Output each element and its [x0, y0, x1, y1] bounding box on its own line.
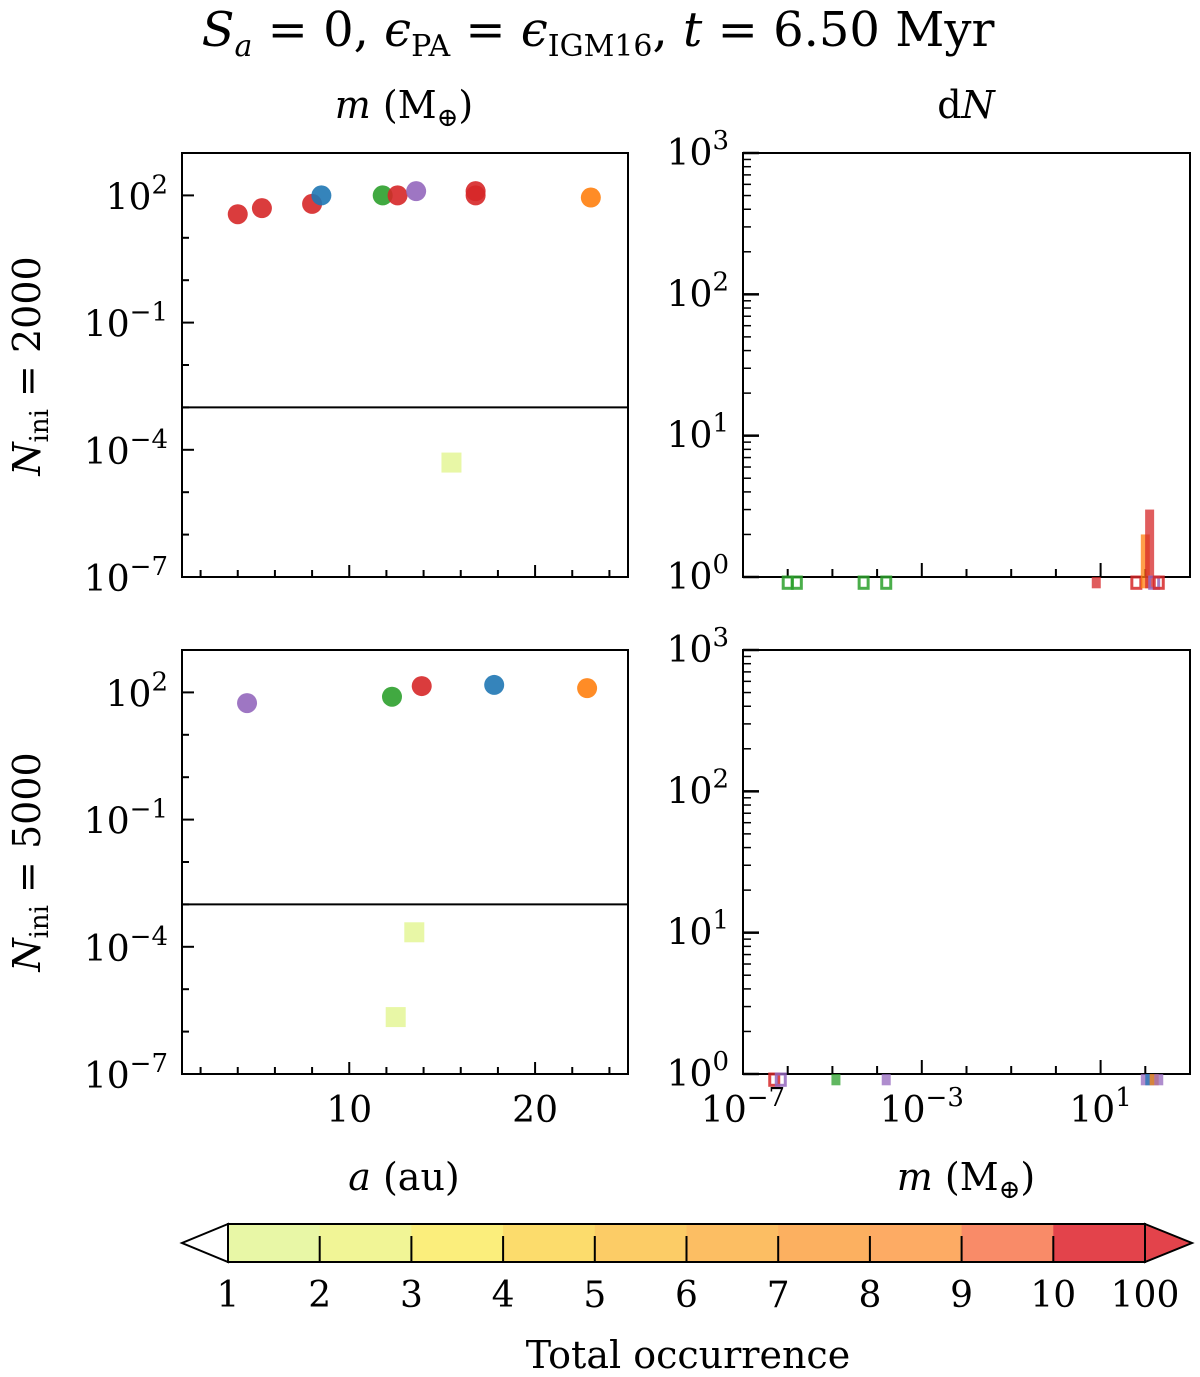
y-tick-label: 10−1: [84, 298, 168, 346]
hist-bar-outline: [857, 575, 870, 590]
panel-frame: [742, 649, 1191, 1075]
x-tick-label: 20: [512, 1090, 558, 1131]
column-header-dN: dN: [937, 83, 996, 127]
colorbar-tick-label: 1: [217, 1275, 240, 1316]
panel-scatter-bottom: 102 10−1 10−4 10−7 10 20: [84, 649, 629, 1131]
colorbar-extend-low: [179, 1222, 229, 1264]
hist-bar-outline: [774, 1072, 787, 1087]
colorbar-segment: [686, 1224, 779, 1262]
y-tick-label: 102: [106, 667, 168, 715]
colorbar-segment: [778, 1224, 871, 1262]
column-header-mass: m (M⊕): [335, 83, 474, 133]
y-tick-label: 102: [106, 170, 168, 218]
scatter-point: [580, 187, 601, 208]
colorbar-segment: [594, 1224, 687, 1262]
hist-bar: [831, 1074, 841, 1086]
y-tick-label: 10−7: [84, 1049, 168, 1097]
y-tick-label: 101: [667, 409, 729, 457]
colorbar-tick-label: 10: [1030, 1275, 1076, 1316]
figure-title: Sa = 0, ϵPA = ϵIGM16, t = 6.50 Myr: [202, 2, 995, 64]
hist-bar: [1145, 509, 1155, 589]
hist-bar: [1091, 577, 1101, 589]
colorbar-tick-label: 6: [675, 1275, 698, 1316]
hist-bar-outline: [1130, 575, 1143, 590]
scatter-point: [387, 185, 408, 206]
colorbar-label: Total occurrence: [526, 1333, 850, 1377]
x-tick-label: 10−7: [701, 1083, 785, 1131]
colorbar-segment: [319, 1224, 412, 1262]
y-tick-label: 103: [667, 623, 729, 671]
scatter-point: [311, 185, 332, 206]
colorbar-segment: [503, 1224, 596, 1262]
hist-bar-outline: [768, 1072, 781, 1087]
xlabel-mass: m (M⊕): [897, 1155, 1036, 1205]
scatter-square-point: [404, 922, 425, 943]
hist-bar: [1149, 1074, 1159, 1086]
xlabel-semimajor-axis: a (au): [348, 1155, 460, 1199]
colorbar-segment: [228, 1224, 321, 1262]
panel-hist-top: 100 101 102 103: [667, 126, 1191, 598]
y-tick-label: 100: [667, 1047, 729, 1095]
scatter-square-point: [441, 452, 462, 473]
scatter-point: [465, 181, 486, 202]
colorbar-segment: [869, 1224, 963, 1262]
y-tick-label: 10−4: [84, 922, 168, 970]
colorbar-tick-label: 5: [583, 1275, 606, 1316]
panel-frame: [742, 152, 1191, 578]
x-tick-label: 10−3: [880, 1083, 964, 1131]
panel-hist-bottom: 100 101 102 103 10−7 10−3 101: [667, 623, 1191, 1131]
hist-bar: [1154, 1074, 1164, 1086]
scatter-point: [411, 676, 432, 697]
y-tick-label: 10−7: [84, 552, 168, 600]
y-tick-label: 102: [667, 764, 729, 812]
colorbar-tick-label: 4: [492, 1275, 515, 1316]
colorbar-tick-label: 7: [767, 1275, 790, 1316]
hist-bar: [881, 1074, 891, 1086]
scatter-square-point: [385, 1007, 406, 1028]
scatter-point: [372, 185, 393, 206]
colorbar-tick-label: 8: [858, 1275, 881, 1316]
y-tick-label: 103: [667, 126, 729, 174]
scatter-point: [237, 693, 258, 714]
scatter-point: [406, 181, 427, 202]
colorbar-tick-label: 100: [1111, 1275, 1180, 1316]
hist-bar-outline: [790, 575, 803, 590]
panel-scatter-top: 102 10−1 10−4 10−7: [84, 152, 629, 600]
colorbar-tick-label: 9: [950, 1275, 973, 1316]
scatter-point: [577, 678, 598, 699]
y-tick-label: 10−1: [84, 795, 168, 843]
scatter-point: [251, 198, 272, 219]
row-label-top: Nini = 2000: [5, 256, 55, 476]
hist-bar-outline: [880, 575, 893, 590]
colorbar-segment: [961, 1224, 1054, 1262]
colorbar-segment: [1053, 1224, 1146, 1262]
scatter-point: [227, 204, 248, 225]
colorbar: 1 2 3 4 5 6 7 8 9 10 100: [179, 1222, 1195, 1316]
y-tick-label: 102: [667, 267, 729, 315]
y-tick-label: 101: [667, 906, 729, 954]
y-tick-label: 100: [667, 550, 729, 598]
colorbar-tick-label: 3: [400, 1275, 423, 1316]
colorbar-tick-label: 2: [308, 1275, 331, 1316]
scatter-point: [381, 686, 402, 707]
hist-bar-outline: [1152, 575, 1165, 590]
x-tick-label: 101: [1069, 1083, 1131, 1131]
colorbar-segment: [411, 1224, 504, 1262]
y-tick-label: 10−4: [84, 425, 168, 473]
x-tick-label: 10: [326, 1090, 372, 1131]
colorbar-extend-high: [1144, 1222, 1195, 1264]
panel-frame: [181, 152, 629, 578]
scatter-point: [484, 674, 505, 695]
row-label-bottom: Nini = 5000: [5, 752, 55, 972]
